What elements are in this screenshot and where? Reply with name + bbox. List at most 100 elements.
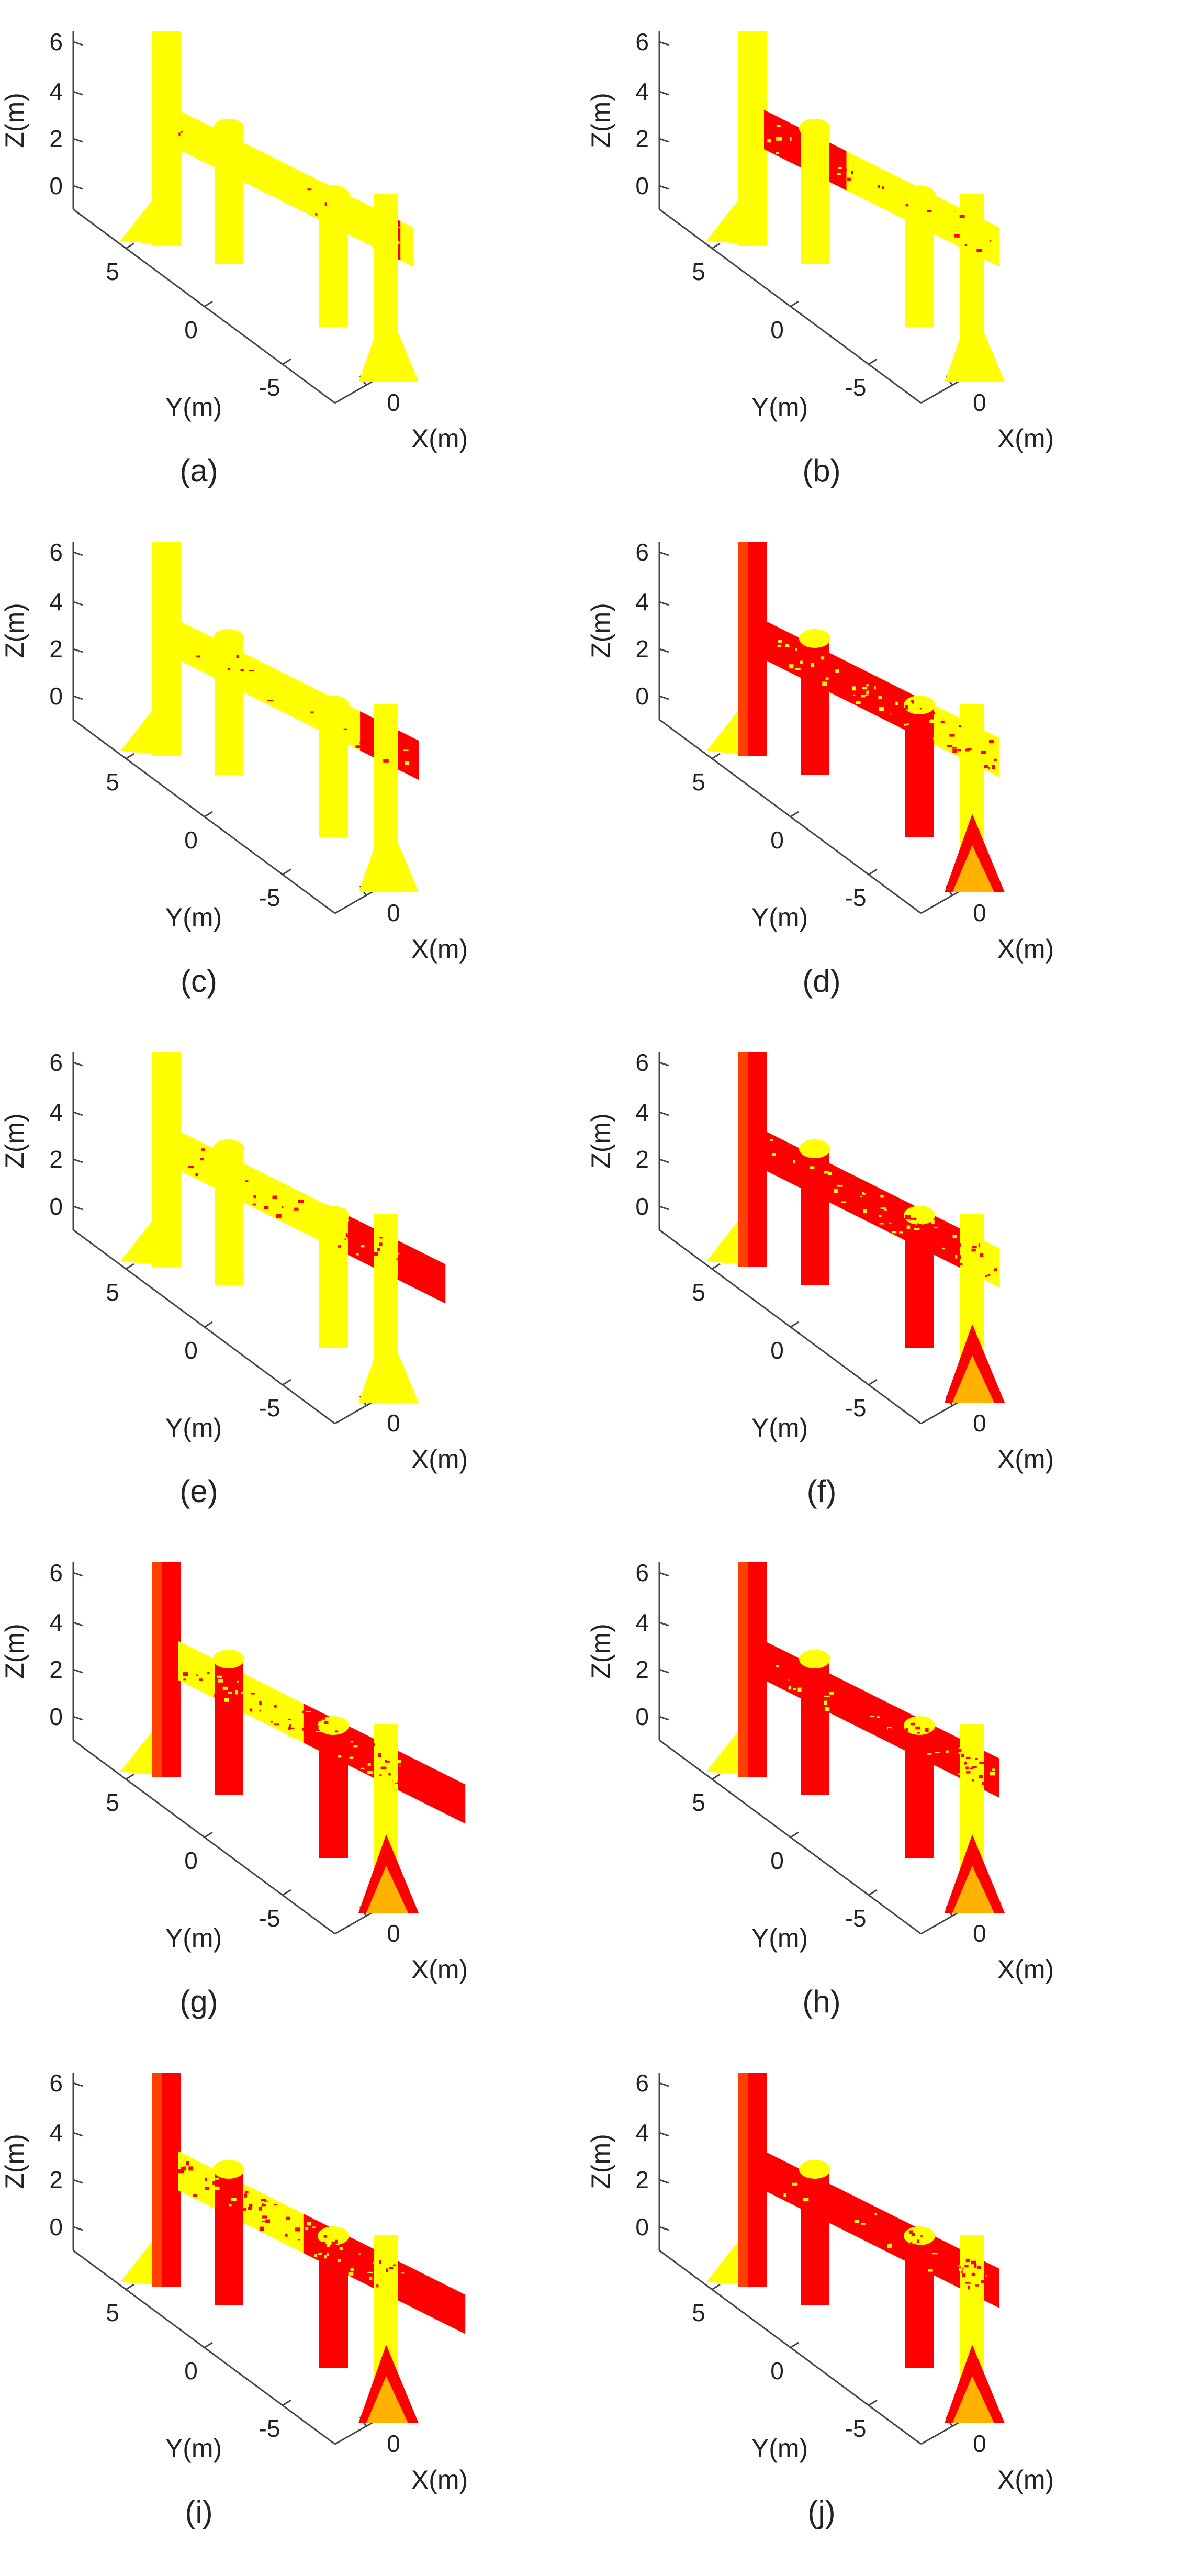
speckle — [282, 2213, 285, 2215]
y-tick — [204, 811, 213, 818]
speckle — [373, 1252, 378, 1256]
left-tower — [152, 2073, 181, 2287]
beam-damage — [764, 620, 926, 741]
x-tick-label: 0 — [387, 2430, 400, 2457]
x-tick-label: 0 — [387, 1409, 400, 1437]
speckle — [348, 2269, 350, 2270]
speckle — [855, 2202, 858, 2206]
speckle — [216, 1169, 222, 1171]
y-axis-label: Y(m) — [751, 2434, 808, 2463]
speckle — [375, 1775, 378, 1778]
speckle — [208, 665, 214, 669]
speckle — [769, 1160, 773, 1163]
speckle — [952, 1235, 957, 1238]
y-tick — [282, 1889, 291, 1896]
z-tick — [73, 648, 83, 653]
speckle — [994, 1258, 997, 1261]
speckle — [291, 1222, 294, 1225]
speckle — [860, 1709, 864, 1711]
speckle — [787, 142, 789, 144]
speckle — [959, 215, 965, 218]
speckle — [183, 1678, 186, 1681]
speckle — [323, 211, 327, 215]
speckle — [934, 1227, 938, 1228]
speckle — [284, 1194, 290, 1199]
z-tick-label: 2 — [49, 125, 63, 152]
speckle — [880, 1195, 884, 1198]
speckle — [323, 2235, 328, 2238]
speckle — [882, 186, 884, 189]
z-tick-label: 4 — [635, 588, 649, 615]
speckle — [917, 2253, 920, 2255]
speckle — [400, 1765, 405, 1769]
z-tick — [659, 601, 669, 606]
speckle — [262, 2221, 267, 2222]
speckle — [816, 1697, 822, 1701]
speckle — [929, 723, 935, 727]
speckle — [975, 1259, 980, 1261]
speckle — [966, 1771, 971, 1774]
speckle — [915, 2250, 919, 2253]
speckle — [837, 173, 841, 175]
x-tick-label: 0 — [973, 1409, 986, 1437]
speckle — [848, 1702, 851, 1705]
panel-axes: 6 4 2 0 Z(m) 5 0 -5 Y(m) 0 X(m) — [0, 28, 468, 453]
speckle — [902, 2239, 905, 2243]
speckle — [316, 1206, 319, 1209]
speckle — [780, 1681, 783, 1683]
speckle — [863, 702, 868, 705]
speckle — [819, 1186, 823, 1189]
speckle — [366, 2264, 369, 2265]
speckle — [224, 2187, 227, 2191]
speckle — [385, 1760, 390, 1763]
speckle — [314, 2254, 317, 2257]
speckle — [937, 1251, 942, 1253]
speckle — [278, 1711, 280, 1715]
speckle — [887, 1728, 892, 1731]
z-tick — [73, 41, 83, 46]
panel-caption: (c) — [181, 964, 217, 999]
x-axis-label: X(m) — [997, 1955, 1054, 1984]
speckle — [841, 1180, 847, 1183]
speckle — [859, 682, 865, 684]
speckle — [948, 1745, 952, 1749]
speckle — [192, 1660, 194, 1663]
speckle — [975, 1758, 978, 1760]
speckle — [895, 701, 898, 705]
speckle — [981, 2280, 984, 2283]
speckle — [824, 1171, 829, 1174]
speckle — [842, 1188, 847, 1191]
y-tick — [204, 300, 213, 308]
column-cap — [213, 629, 244, 648]
speckle — [858, 1696, 861, 1697]
speckle — [405, 761, 410, 765]
y-tick — [868, 1889, 878, 1896]
speckle — [892, 2228, 896, 2230]
speckle — [959, 2267, 962, 2271]
speckle — [313, 1233, 317, 1236]
speckle — [898, 1741, 901, 1745]
panel-i: 6 4 2 0 Z(m) 5 0 -5 Y(m) 0 X(m) (i) — [0, 2069, 468, 2529]
speckle — [298, 1200, 304, 1203]
speckle — [945, 1736, 947, 1740]
right-base-highlight — [952, 1356, 994, 1403]
y-tick-label: -5 — [259, 1394, 280, 1421]
speckle — [909, 1225, 915, 1227]
speckle — [806, 142, 810, 145]
speckle — [942, 2275, 945, 2277]
speckle — [956, 1255, 961, 1259]
speckle — [993, 252, 997, 256]
structure — [120, 2073, 466, 2423]
y-tick-label: -5 — [259, 1905, 280, 1932]
x-tick-label: 0 — [973, 899, 986, 926]
speckle — [373, 2262, 378, 2264]
speckle — [266, 2202, 269, 2207]
speckle — [879, 1732, 881, 1737]
speckle — [825, 1707, 830, 1711]
speckle — [197, 1170, 201, 1172]
speckle — [953, 223, 957, 228]
x-axis-label: X(m) — [997, 934, 1054, 964]
speckle — [788, 1154, 793, 1158]
speckle — [328, 1751, 331, 1755]
speckle — [858, 192, 863, 194]
